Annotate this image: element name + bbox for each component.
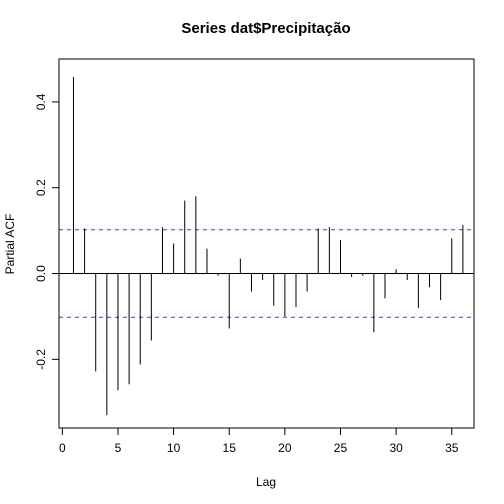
- plot-layer: [59, 77, 474, 416]
- plot-frame: [58, 58, 475, 429]
- y-tick-label: -0.2: [34, 349, 48, 370]
- x-axis-label: Lag: [256, 475, 276, 489]
- x-tick-label: 25: [334, 441, 348, 455]
- x-tick-label: 15: [223, 441, 237, 455]
- y-axis-label: Partial ACF: [3, 214, 17, 275]
- x-tick-label: 10: [167, 441, 181, 455]
- y-tick-label: 0.2: [34, 179, 48, 196]
- y-tick-label: 0.0: [34, 265, 48, 282]
- x-tick-label: 30: [389, 441, 403, 455]
- x-tick-label: 0: [59, 441, 66, 455]
- y-tick-label: 0.4: [34, 93, 48, 110]
- x-tick-label: 20: [278, 441, 292, 455]
- chart-title: Series dat$Precipitação: [181, 20, 350, 37]
- x-tick-label: 35: [445, 441, 459, 455]
- axis-layer: 0 5 10 15 20 25 30 35 -0.2 0.0 0.2 0.4: [34, 93, 459, 455]
- x-tick-label: 5: [115, 441, 122, 455]
